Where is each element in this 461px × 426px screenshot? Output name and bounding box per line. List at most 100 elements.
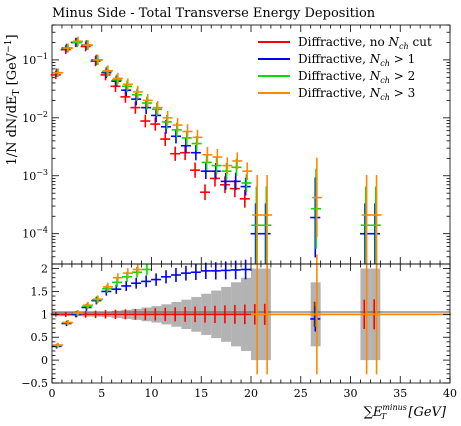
- ratio-point: [190, 306, 201, 323]
- ratio-point: [132, 264, 143, 275]
- data-point: [192, 129, 203, 145]
- ratio-point: [200, 262, 211, 280]
- data-point: [202, 146, 213, 163]
- ratio-point: [141, 263, 152, 276]
- x-ticks: 0 5 10 15 20 25 30 35 40: [49, 264, 457, 400]
- x-tick-label: 25: [294, 387, 308, 400]
- ratio-point: [90, 310, 101, 319]
- ratio-y-ticks: −0.5 0 0.5 1 1.5 2: [21, 263, 450, 390]
- data-point: [53, 68, 64, 77]
- data-point: [122, 78, 133, 91]
- x-tick-label: 15: [194, 387, 208, 400]
- data-point: [360, 203, 371, 264]
- x-tick-label: 10: [145, 387, 159, 400]
- data-point: [232, 152, 243, 170]
- data-point: [311, 157, 322, 238]
- legend-label: Diffractive, Nch > 1: [298, 52, 415, 68]
- ratio-y-tick-label: 2: [41, 263, 48, 276]
- ratio-point: [60, 311, 71, 317]
- data-point: [140, 114, 151, 128]
- data-point: [370, 186, 381, 264]
- ratio-point: [161, 270, 172, 284]
- ratio-point: [209, 305, 220, 323]
- ratio-point: [200, 306, 211, 323]
- ratio-point: [210, 262, 221, 280]
- ratio-point: [120, 309, 131, 320]
- data-point: [63, 43, 74, 53]
- data-point: [152, 100, 163, 115]
- ratio-point: [131, 277, 142, 289]
- ratio-point: [240, 259, 251, 280]
- legend-label: Diffractive, no Nch cut: [298, 35, 432, 51]
- ratio-point: [110, 309, 121, 319]
- chart-title: Minus Side - Total Transverse Energy Dep…: [52, 6, 376, 21]
- ratio-point: [230, 260, 241, 280]
- main-y-ticks: 10−1 10−2 10−3 10−4: [22, 24, 451, 265]
- ratio-point: [92, 295, 103, 304]
- ratio-point: [140, 308, 151, 321]
- main-data-points: [50, 36, 382, 264]
- ratio-point: [80, 310, 91, 318]
- ratio-point: [160, 307, 171, 321]
- ratio-y-tick-label: −0.5: [21, 377, 48, 390]
- ratio-point: [63, 319, 74, 326]
- data-point: [172, 117, 183, 133]
- data-point: [371, 175, 382, 256]
- ratio-point: [141, 275, 152, 288]
- ratio-point: [151, 273, 162, 286]
- x-tick-label: 0: [49, 387, 56, 400]
- ratio-point: [220, 261, 231, 280]
- ratio-point: [219, 305, 230, 324]
- ratio-point: [170, 267, 181, 282]
- ratio-y-tick-label: 0.5: [31, 331, 49, 344]
- legend-label: Diffractive, Nch > 3: [298, 86, 415, 102]
- data-point: [182, 124, 193, 139]
- data-point: [310, 177, 321, 258]
- ratio-point: [100, 310, 111, 319]
- data-point: [160, 132, 171, 146]
- data-point: [260, 203, 271, 264]
- data-point: [262, 175, 273, 256]
- ratio-plot: −0.500.511.52 0 5 10 15 20 25 30 35 40: [21, 254, 457, 400]
- y-tick-label: 10−1: [22, 52, 48, 67]
- ratio-point: [83, 301, 94, 309]
- ratio-point: [310, 306, 321, 332]
- data-point: [102, 65, 113, 77]
- ratio-point: [180, 265, 191, 281]
- data-point: [112, 72, 123, 84]
- data-point: [361, 175, 372, 256]
- data-point: [242, 162, 253, 181]
- data-point: [222, 157, 233, 174]
- ratio-y-tick-label: 1: [41, 308, 48, 321]
- ratio-y-tick-label: 1.5: [31, 285, 49, 298]
- ratio-point: [73, 309, 84, 316]
- ratio-point: [239, 304, 250, 325]
- ratio-data-points: [50, 254, 452, 375]
- data-point: [73, 36, 84, 46]
- legend-label: Diffractive, Nch > 2: [298, 69, 415, 85]
- y-tick-label: 10−2: [22, 110, 48, 125]
- data-point: [92, 54, 103, 66]
- data-point: [212, 148, 223, 166]
- ratio-point: [112, 273, 123, 283]
- ratio-point: [130, 308, 141, 320]
- x-tick-label: 20: [244, 387, 258, 400]
- ratio-point: [180, 306, 191, 322]
- data-point: [142, 94, 153, 107]
- x-tick-label: 30: [344, 387, 358, 400]
- x-tick-label: 35: [393, 387, 407, 400]
- ratio-point: [53, 342, 64, 348]
- data-point: [132, 85, 143, 99]
- main-plot: 10−1 10−2 10−3 10−4: [22, 24, 451, 265]
- data-point: [83, 40, 94, 50]
- data-point: [200, 184, 211, 201]
- data-point: [170, 146, 181, 161]
- ratio-point: [170, 307, 181, 322]
- ratio-point: [190, 264, 201, 281]
- data-point: [190, 162, 201, 178]
- y-tick-label: 10−4: [22, 226, 48, 241]
- x-tick-label: 40: [443, 387, 457, 400]
